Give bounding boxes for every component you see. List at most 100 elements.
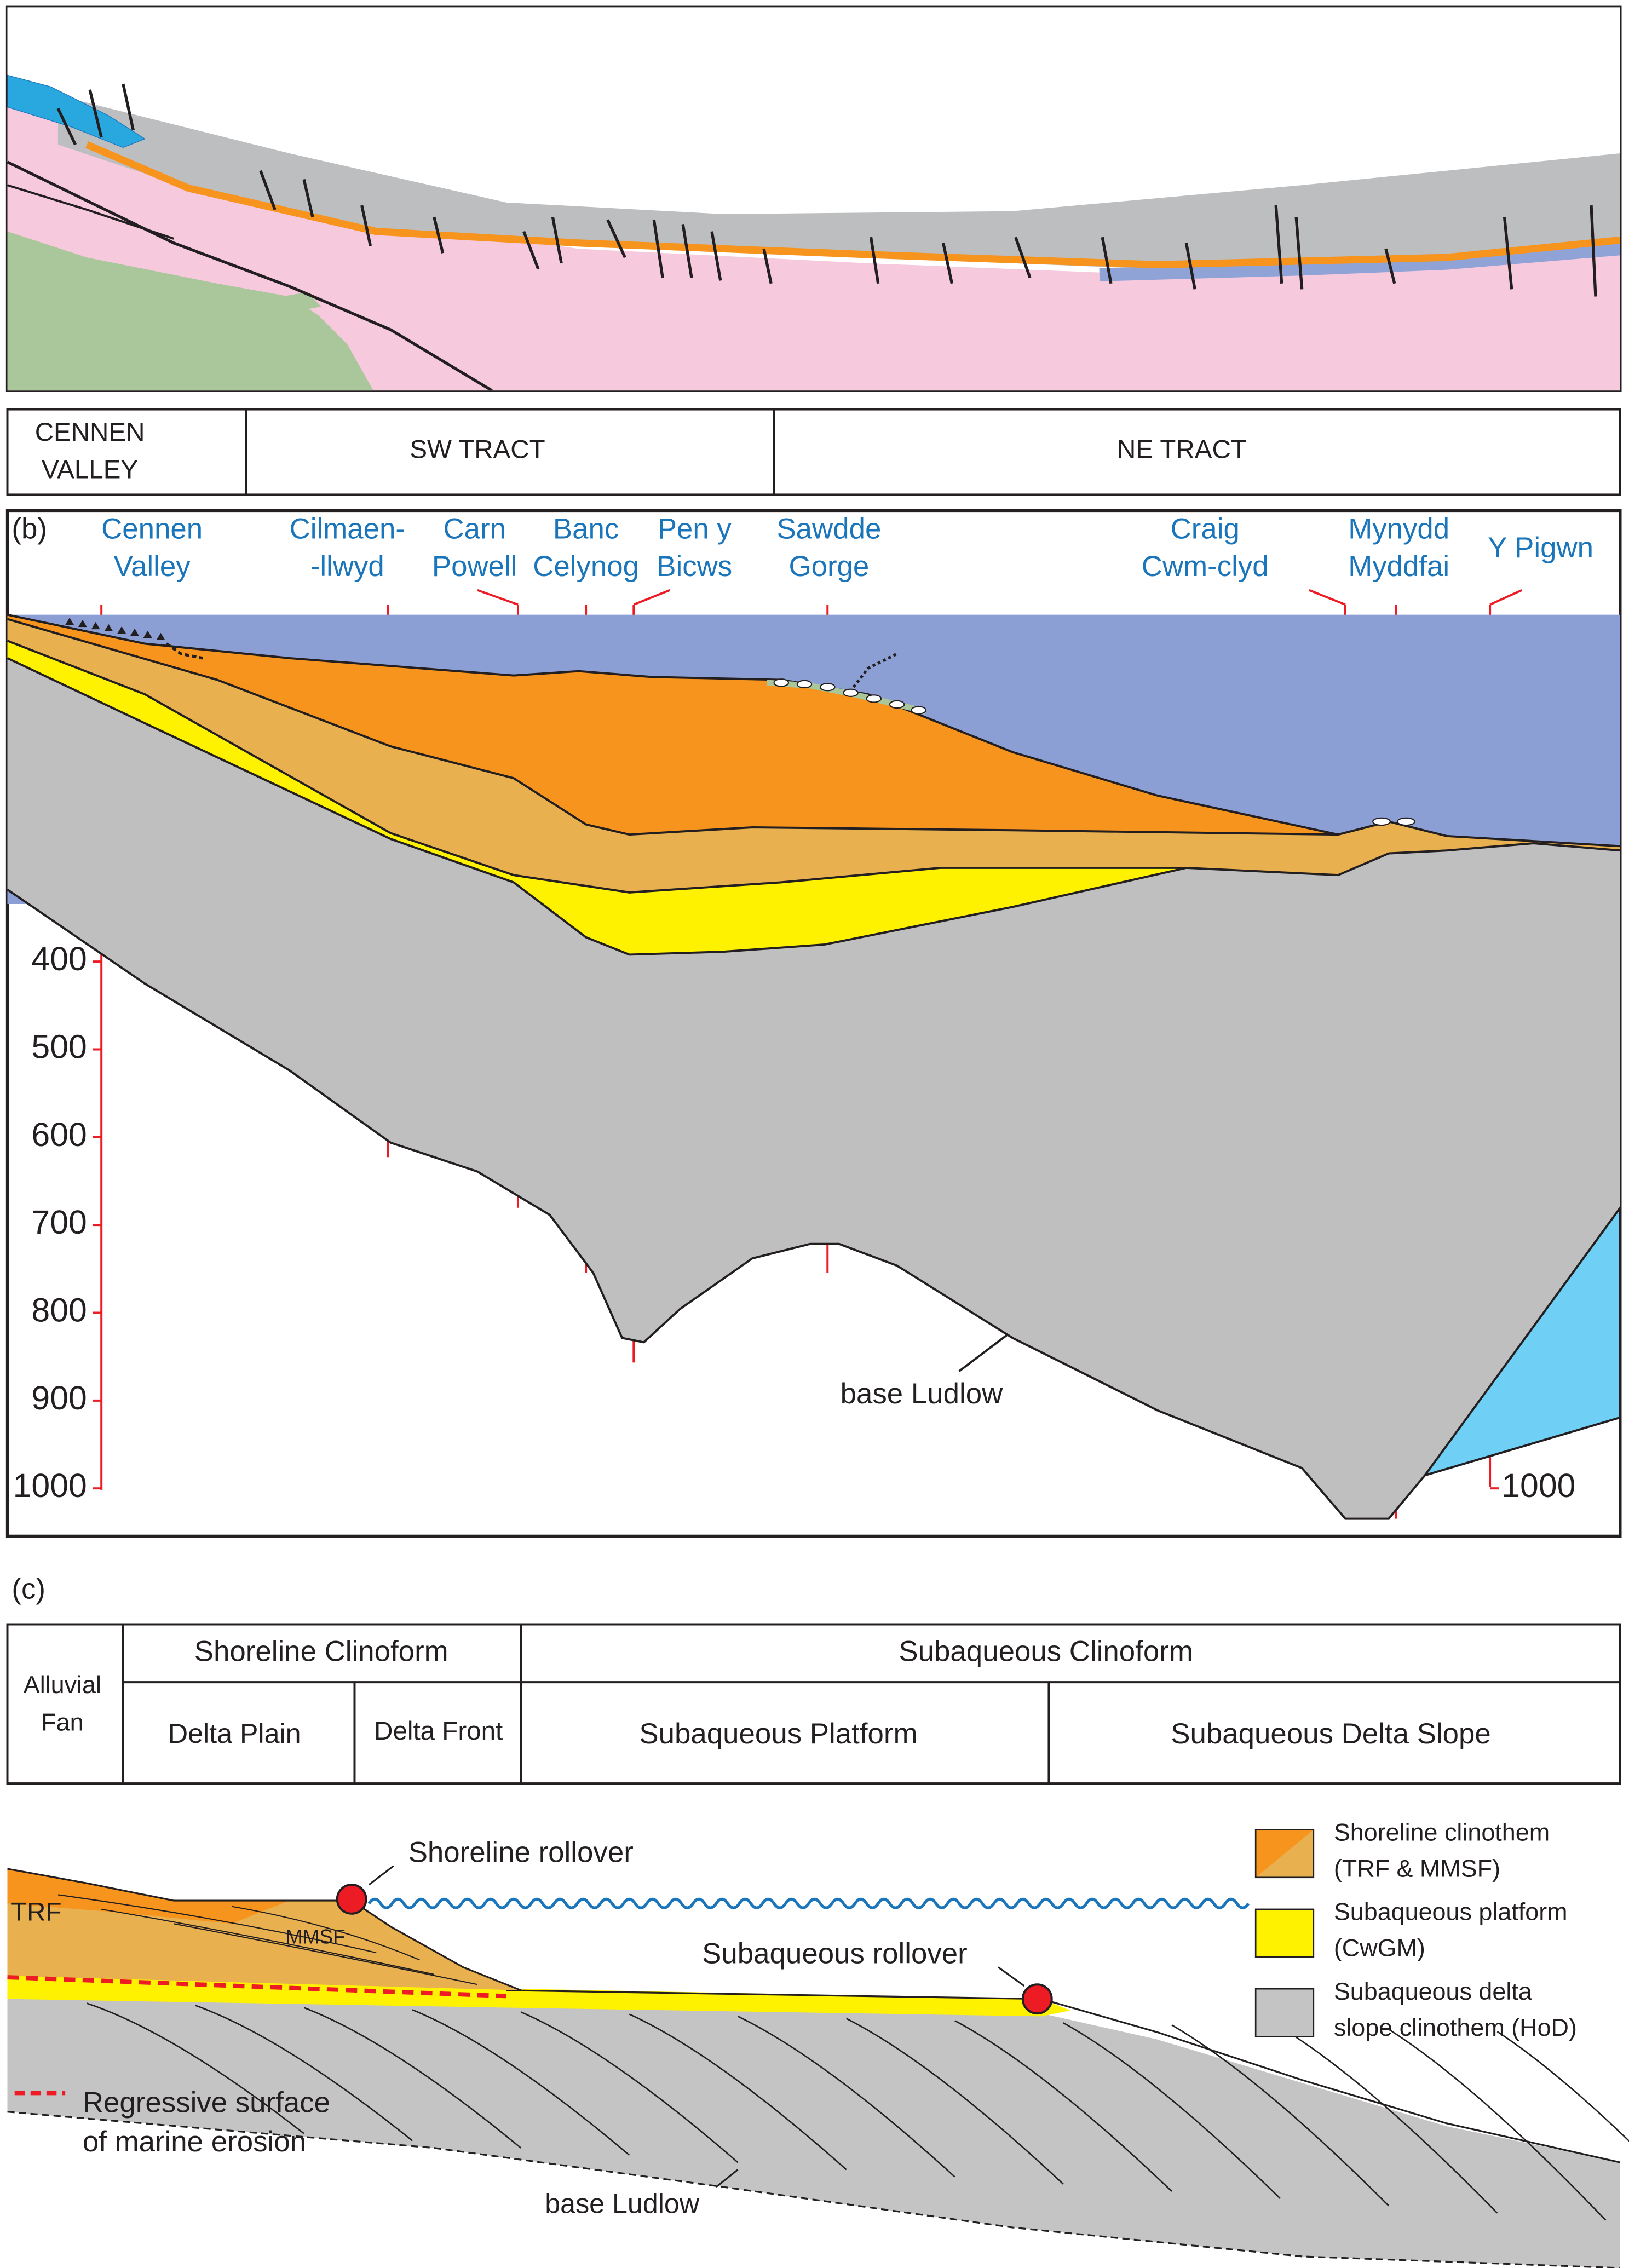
leader-line — [715, 2169, 739, 2188]
annotation: base Ludlow — [545, 2189, 700, 2219]
cribyn-du-lens — [1372, 817, 1391, 826]
thrust-tick — [91, 621, 100, 630]
annotation: MMSF — [286, 1925, 346, 1948]
annotation: Shoreline rollover — [408, 1836, 634, 1868]
tract-label: SW TRACT — [410, 435, 545, 464]
depth-label: 1000 — [13, 1467, 87, 1504]
cribyn-du-lens — [866, 694, 882, 703]
clinoform-line — [412, 2009, 630, 2156]
cwar-glas-member — [7, 641, 1187, 955]
clinoform-line — [57, 1894, 377, 1954]
table-cell: Delta Plain — [168, 1718, 301, 1749]
thrust-tick — [65, 617, 74, 625]
cribyn-du-lens — [773, 678, 790, 687]
depth-label: 600 — [31, 1116, 87, 1153]
section-label: Carn — [443, 513, 506, 545]
clinoform-line — [1171, 2024, 1390, 2207]
section-label: Cennen — [101, 513, 203, 545]
leader-line — [998, 1966, 1025, 1987]
mynydd-myddfai-sandstone — [7, 619, 1620, 893]
table-header: Subaqueous Clinoform — [899, 1635, 1193, 1667]
thrust-tick — [143, 630, 152, 638]
annotation: Subaqueous rollover — [702, 1937, 968, 1970]
base-ludlow — [7, 888, 1426, 1520]
clinoform-line — [1496, 2030, 1629, 2142]
section-flag — [1489, 589, 1523, 606]
leader-line — [958, 1329, 1014, 1372]
annotation: Regressive surface — [83, 2086, 330, 2119]
boundary — [7, 613, 1339, 836]
fault — [302, 179, 314, 217]
carboniferous — [7, 231, 373, 391]
section-flag — [1309, 589, 1346, 606]
clinoform-line — [737, 2016, 955, 2178]
tract-bar: CENNEN VALLEY SW TRACT NE TRACT — [6, 408, 1621, 496]
legend-swatch — [1254, 1908, 1315, 1958]
section-label: -llwyd — [310, 550, 384, 583]
legend-label: Subaqueous delta — [1334, 1977, 1532, 2005]
clinoform-line — [87, 2002, 304, 2134]
table-cell: Subaqueous Platform — [639, 1718, 917, 1750]
cross-section — [7, 613, 1620, 1520]
cribyn-du-lens — [843, 688, 859, 697]
unit-label: base Ludlow — [841, 1378, 1003, 1410]
fault — [122, 83, 135, 131]
fault — [942, 243, 954, 284]
caer-mynach-west — [7, 74, 146, 148]
fault — [259, 170, 277, 210]
fault — [88, 89, 103, 138]
clinoform-line — [1280, 2027, 1498, 2214]
hafod-fawr — [57, 95, 1620, 269]
map-a — [7, 7, 1620, 391]
cribyn-du-lens — [911, 706, 926, 715]
legend-label: Shoreline clinothem — [1334, 1818, 1550, 1846]
legend-label: (CwGM) — [1334, 1934, 1425, 1962]
fault — [56, 107, 77, 146]
section-label: Y Pigwn — [1488, 532, 1593, 564]
fault — [551, 216, 563, 264]
fault — [1503, 216, 1513, 290]
fault — [433, 216, 445, 254]
old-red-sandstone — [7, 101, 1620, 391]
boundary — [7, 657, 1620, 956]
sea-level — [367, 1897, 1250, 1909]
fault — [1384, 248, 1396, 284]
boundary — [7, 640, 1187, 894]
thrust-tick — [78, 619, 87, 628]
tract-frame — [6, 408, 1621, 496]
panel-label: (b) — [11, 513, 47, 545]
panel-label: (c) — [11, 1573, 45, 1605]
fault — [360, 205, 372, 246]
fault — [1274, 205, 1283, 284]
fault — [1184, 243, 1196, 290]
section-label: Celynog — [533, 550, 639, 583]
section-label: Cilmaen- — [290, 513, 405, 545]
section-flag — [633, 589, 671, 606]
tract-label: VALLEY — [42, 456, 138, 485]
fault — [1590, 205, 1597, 297]
legend-swatch — [1254, 1988, 1315, 2037]
caer-mynach-east — [1099, 242, 1620, 281]
disturbance-fault — [7, 160, 493, 391]
fault — [869, 237, 880, 284]
depth-label: 1000 — [1501, 1467, 1575, 1504]
clinoform-line — [520, 2011, 739, 2163]
legend-label: slope clinothem (HoD) — [1334, 2013, 1577, 2041]
table-header: Shoreline Clinoform — [194, 1635, 448, 1667]
table-cell: Delta Front — [374, 1717, 503, 1746]
thrust-tick — [130, 628, 139, 636]
trichrug-formation — [7, 614, 1338, 835]
clinoform-line — [954, 2020, 1172, 2192]
shoreline-rollover — [336, 1883, 367, 1915]
leader-line — [368, 1865, 394, 1886]
tract-label: CENNEN — [35, 418, 145, 447]
table-frame — [6, 1623, 1621, 1785]
section-label: Valley — [114, 550, 191, 583]
clinoform-line — [1388, 2029, 1607, 2221]
clinoform-line — [846, 2018, 1064, 2185]
fault — [710, 231, 722, 281]
section-label: Banc — [553, 513, 619, 545]
section-label: Sawdde — [776, 513, 881, 545]
leader-dotted — [165, 642, 203, 660]
